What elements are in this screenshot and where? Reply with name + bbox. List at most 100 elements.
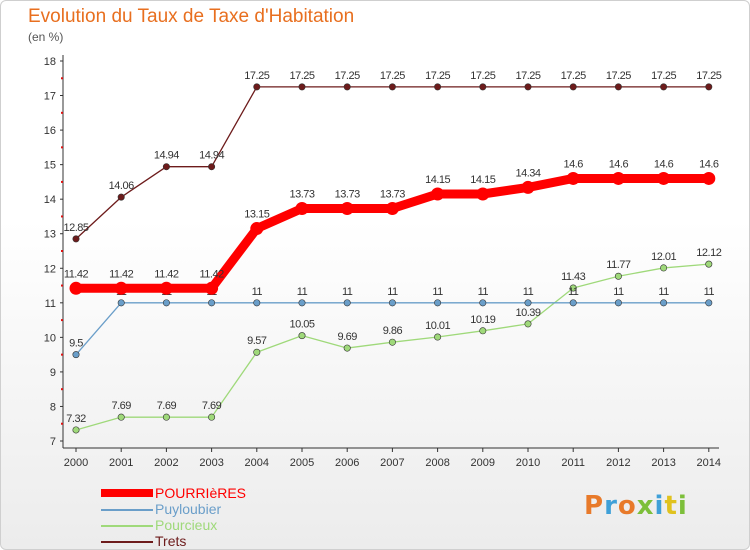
- y-tick-label: 7: [50, 436, 56, 448]
- data-label-pourcieux: 9.86: [383, 325, 403, 337]
- data-label-trets: 14.94: [199, 150, 224, 162]
- data-label-trets: 17.25: [335, 70, 360, 82]
- data-label-trets: 14.94: [154, 150, 179, 162]
- data-point-puyloubier: [162, 299, 170, 307]
- data-point-puyloubier: [298, 299, 306, 307]
- data-point-pourrires: [521, 180, 535, 194]
- data-label-pourrires: 14.34: [515, 167, 540, 179]
- data-label-pourcieux: 7.69: [202, 400, 222, 412]
- y-minor-mark: [61, 77, 63, 80]
- data-point-pourcieux: [524, 320, 532, 328]
- data-label-puyloubier: 11: [658, 286, 669, 298]
- data-point-trets: [524, 83, 532, 91]
- legend-label-trets: Trets: [155, 533, 187, 549]
- data-label-puyloubier: 11: [523, 286, 534, 298]
- data-label-pourcieux: 7.69: [157, 400, 177, 412]
- data-label-pourrires: 14.6: [654, 158, 674, 170]
- data-label-trets: 17.25: [244, 70, 269, 82]
- data-point-pourcieux: [479, 327, 487, 335]
- data-point-pourrires: [702, 171, 716, 185]
- data-point-pourrires: [340, 202, 354, 216]
- x-tick-label: 2012: [606, 457, 630, 469]
- data-point-trets: [614, 83, 622, 91]
- data-label-trets: 17.25: [606, 70, 631, 82]
- y-tick-label: 10: [44, 332, 56, 344]
- x-tick-label: 2010: [516, 457, 540, 469]
- data-label-pourcieux: 10.39: [515, 307, 540, 319]
- data-point-trets: [569, 83, 577, 91]
- y-minor-mark: [61, 215, 63, 218]
- data-point-trets: [298, 83, 306, 91]
- data-point-pourrires: [611, 171, 625, 185]
- data-point-trets: [388, 83, 396, 91]
- legend-swatch-puyloubier: [101, 509, 153, 511]
- logo-letter: i: [654, 491, 665, 521]
- data-point-trets: [72, 235, 80, 243]
- data-label-puyloubier: 9.5: [69, 338, 83, 350]
- data-point-pourrires: [657, 171, 671, 185]
- data-label-puyloubier: 11: [387, 286, 398, 298]
- data-label-puyloubier: 11: [568, 286, 579, 298]
- data-label-pourcieux: 11.43: [561, 271, 586, 283]
- data-label-puyloubier: 11: [342, 286, 353, 298]
- data-label-pourcieux: 10.05: [289, 319, 314, 331]
- data-label-trets: 17.25: [651, 70, 676, 82]
- y-tick-label: 9: [50, 367, 56, 379]
- data-label-pourrires: 14.6: [563, 158, 583, 170]
- data-label-pourrires: 14.6: [609, 158, 629, 170]
- logo-letter: x: [636, 491, 655, 521]
- data-point-pourcieux: [705, 260, 713, 268]
- y-minor-mark: [61, 180, 63, 183]
- data-point-puyloubier: [705, 299, 713, 307]
- data-label-pourrires: 11.42: [199, 268, 224, 280]
- y-tick-label: 17: [44, 91, 56, 103]
- y-tick-label: 12: [44, 263, 56, 275]
- y-tick-label: 11: [45, 298, 56, 310]
- x-tick-label: 2001: [109, 457, 133, 469]
- data-point-pourrires: [69, 281, 83, 295]
- data-point-pourrires: [114, 281, 128, 295]
- data-point-pourrires: [431, 187, 445, 201]
- legend-swatch-pourcieux: [101, 525, 153, 527]
- data-label-pourrires: 14.6: [699, 158, 719, 170]
- data-label-trets: 12.85: [63, 222, 88, 234]
- data-point-puyloubier: [660, 299, 668, 307]
- y-tick-label: 18: [44, 56, 56, 68]
- data-label-pourcieux: 11.77: [606, 259, 631, 271]
- proxiti-logo: Proxiti: [584, 491, 688, 521]
- data-point-puyloubier: [479, 299, 487, 307]
- y-minor-mark: [61, 146, 63, 149]
- x-tick-label: 2009: [471, 457, 495, 469]
- data-point-trets: [162, 163, 170, 171]
- logo-letter: P: [584, 491, 605, 521]
- data-point-pourcieux: [434, 333, 442, 341]
- logo-letter: o: [617, 491, 637, 521]
- data-label-trets: 17.25: [561, 70, 586, 82]
- x-tick-label: 2007: [380, 457, 404, 469]
- data-label-puyloubier: 11: [432, 286, 443, 298]
- data-point-puyloubier: [117, 299, 125, 307]
- y-minor-mark: [61, 284, 63, 287]
- y-minor-mark: [61, 319, 63, 322]
- logo-letter: i: [677, 491, 688, 521]
- data-label-pourcieux: 12.01: [651, 251, 676, 263]
- data-point-pourcieux: [388, 338, 396, 346]
- data-point-trets: [117, 193, 125, 201]
- chart-title: Evolution du Taux de Taxe d'Habitation: [28, 6, 355, 27]
- logo-letter: t: [664, 491, 678, 521]
- y-minor-mark: [61, 111, 63, 114]
- data-point-puyloubier: [72, 351, 80, 359]
- data-label-pourcieux: 9.69: [337, 331, 357, 343]
- y-tick-label: 13: [44, 229, 56, 241]
- data-label-pourrires: 13.73: [335, 189, 360, 201]
- data-point-pourcieux: [208, 413, 216, 421]
- data-point-pourrires: [385, 202, 399, 216]
- data-label-trets: 17.25: [470, 70, 495, 82]
- y-axis-unit: (en %): [28, 30, 64, 44]
- data-label-puyloubier: 11: [478, 286, 489, 298]
- data-point-trets: [705, 83, 713, 91]
- y-tick-label: 15: [44, 160, 56, 172]
- data-label-pourrires: 11.42: [109, 268, 134, 280]
- data-point-puyloubier: [434, 299, 442, 307]
